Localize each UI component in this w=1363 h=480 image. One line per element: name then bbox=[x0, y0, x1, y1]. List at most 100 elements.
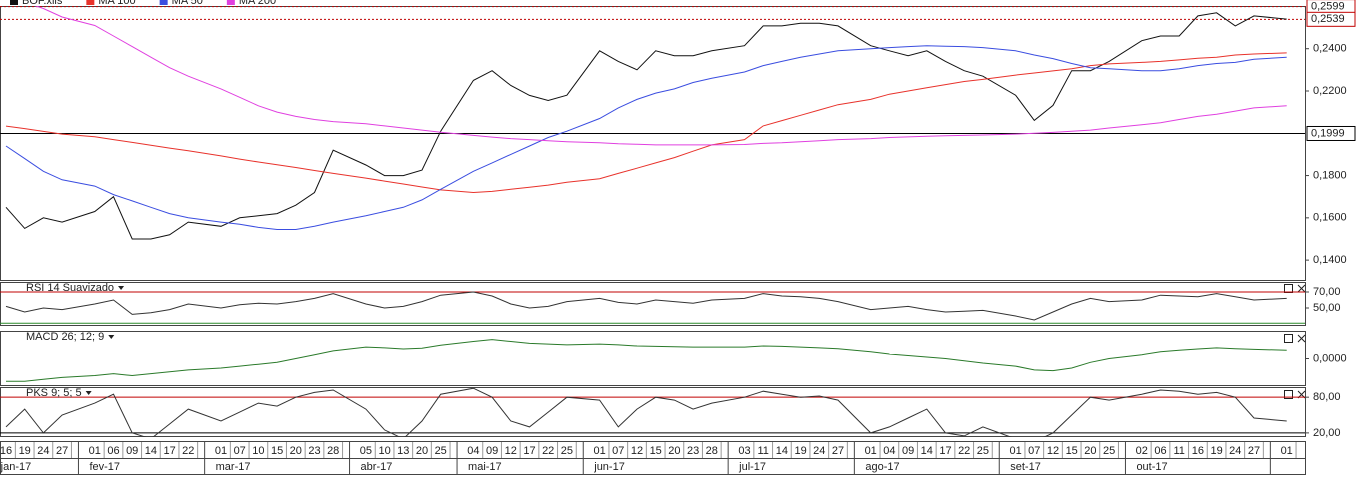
x-tick-label: 03 bbox=[738, 445, 750, 457]
x-tick-label: 27 bbox=[1248, 445, 1260, 457]
x-tick-label: 09 bbox=[126, 445, 138, 457]
x-tick-label: 06 bbox=[107, 445, 119, 457]
legend-label: MA 100 bbox=[98, 0, 135, 7]
legend-swatch bbox=[226, 0, 235, 5]
level-label-box bbox=[1306, 11, 1356, 27]
x-tick-label: 06 bbox=[1154, 445, 1166, 457]
y-tick-label: 20,00 bbox=[1313, 427, 1341, 439]
x-tick-label: 02 bbox=[1136, 445, 1148, 457]
panel-content bbox=[6, 339, 1287, 382]
series-line bbox=[34, 6, 1287, 146]
x-tick-label: 24 bbox=[37, 445, 49, 457]
x-tick-label: 24 bbox=[1229, 445, 1241, 457]
month-label: ago-17 bbox=[865, 461, 899, 473]
maximize-button[interactable] bbox=[1284, 390, 1293, 399]
x-tick-label: 20 bbox=[416, 445, 428, 457]
x-tick-label: 20 bbox=[290, 445, 302, 457]
x-tick-label: 27 bbox=[56, 445, 68, 457]
x-tick-label: 14 bbox=[776, 445, 788, 457]
pks-panel bbox=[0, 387, 1306, 437]
x-tick-label: 01 bbox=[593, 445, 605, 457]
panel-title: RSI 14 Suavizado bbox=[26, 282, 114, 294]
level-label: 0,1999 bbox=[1311, 127, 1345, 139]
x-tick-label: 17 bbox=[163, 445, 175, 457]
legend-swatch bbox=[86, 0, 95, 5]
x-tick-label: 01 bbox=[1009, 445, 1021, 457]
y-tick-label: 0,2200 bbox=[1313, 85, 1347, 97]
month-label: set-17 bbox=[1010, 461, 1041, 473]
x-tick-label: 28 bbox=[327, 445, 339, 457]
panel-title: PKS 9; 5; 5 bbox=[26, 387, 82, 399]
x-tick-label: 10 bbox=[378, 445, 390, 457]
y-tick-label: 0,1800 bbox=[1313, 169, 1347, 181]
x-tick-label: 24 bbox=[813, 445, 825, 457]
x-tick-label: 25 bbox=[1103, 445, 1115, 457]
x-tick-label: 12 bbox=[631, 445, 643, 457]
level-label: 0,2539 bbox=[1311, 13, 1345, 25]
x-tick-label: 27 bbox=[832, 445, 844, 457]
y-tick-label: 0,0000 bbox=[1313, 352, 1347, 364]
x-tick-label: 28 bbox=[706, 445, 718, 457]
x-tick-label: 07 bbox=[612, 445, 624, 457]
x-tick-label: 22 bbox=[182, 445, 194, 457]
legend-swatch bbox=[159, 0, 168, 5]
x-tick-label: 25 bbox=[561, 445, 573, 457]
series-line bbox=[5, 291, 1287, 321]
x-tick-label: 09 bbox=[902, 445, 914, 457]
close-button[interactable] bbox=[1297, 334, 1306, 343]
x-tick-label: 20 bbox=[1084, 445, 1096, 457]
panel-content bbox=[0, 388, 1305, 437]
level-label-box bbox=[1306, 125, 1356, 141]
x-tick-label: 12 bbox=[505, 445, 517, 457]
x-tick-label: 07 bbox=[1028, 445, 1040, 457]
x-tick-label: 10 bbox=[252, 445, 264, 457]
month-label: jun-17 bbox=[593, 461, 625, 473]
y-tick-label: 0,2400 bbox=[1313, 43, 1347, 55]
x-tick-label: 07 bbox=[234, 445, 246, 457]
legend-label: BOF.xlls bbox=[22, 0, 63, 7]
x-tick-label: 20 bbox=[668, 445, 680, 457]
legend-label: MA 200 bbox=[239, 0, 276, 7]
month-label: mai-17 bbox=[468, 461, 502, 473]
panel-content bbox=[0, 6, 1305, 240]
x-tick-label: 19 bbox=[1210, 445, 1222, 457]
series-line bbox=[5, 52, 1287, 194]
x-tick-label: 01 bbox=[89, 445, 101, 457]
series-line bbox=[5, 388, 1287, 437]
x-tick-label: 11 bbox=[1173, 445, 1184, 457]
y-tick-label: 70,00 bbox=[1313, 286, 1341, 298]
x-tick-label: 19 bbox=[794, 445, 806, 457]
x-tick-label: 15 bbox=[271, 445, 283, 457]
x-tick-label: 14 bbox=[145, 445, 157, 457]
x-tick-label: 15 bbox=[650, 445, 662, 457]
maximize-button[interactable] bbox=[1284, 334, 1293, 343]
x-tick-label: 15 bbox=[1066, 445, 1078, 457]
x-tick-label: 01 bbox=[1281, 445, 1293, 457]
close-button[interactable] bbox=[1297, 284, 1306, 293]
x-tick-label: 13 bbox=[397, 445, 409, 457]
rsi-panel bbox=[0, 282, 1306, 326]
x-tick-label: 17 bbox=[939, 445, 951, 457]
x-tick-label: 25 bbox=[977, 445, 989, 457]
level-label: 0,2599 bbox=[1311, 1, 1345, 13]
x-tick-label: 05 bbox=[360, 445, 372, 457]
x-tick-label: 19 bbox=[19, 445, 31, 457]
series-line bbox=[6, 339, 1287, 382]
x-tick-label: 14 bbox=[921, 445, 933, 457]
month-label: abr-17 bbox=[361, 461, 393, 473]
x-tick-label: 12 bbox=[1047, 445, 1059, 457]
month-label: jul-17 bbox=[738, 461, 766, 473]
dropdown-arrow bbox=[108, 335, 115, 339]
x-tick-label: 09 bbox=[486, 445, 498, 457]
x-tick-label: 01 bbox=[215, 445, 227, 457]
x-tick-label: 01 bbox=[865, 445, 877, 457]
series-line bbox=[5, 12, 1287, 240]
y-tick-label: 0,1600 bbox=[1313, 212, 1347, 224]
legend-label: MA 50 bbox=[172, 0, 203, 7]
dropdown-arrow bbox=[85, 391, 92, 395]
x-tick-label: 04 bbox=[467, 445, 479, 457]
month-label: fev-17 bbox=[89, 461, 120, 473]
y-tick-label: 80,00 bbox=[1313, 391, 1341, 403]
